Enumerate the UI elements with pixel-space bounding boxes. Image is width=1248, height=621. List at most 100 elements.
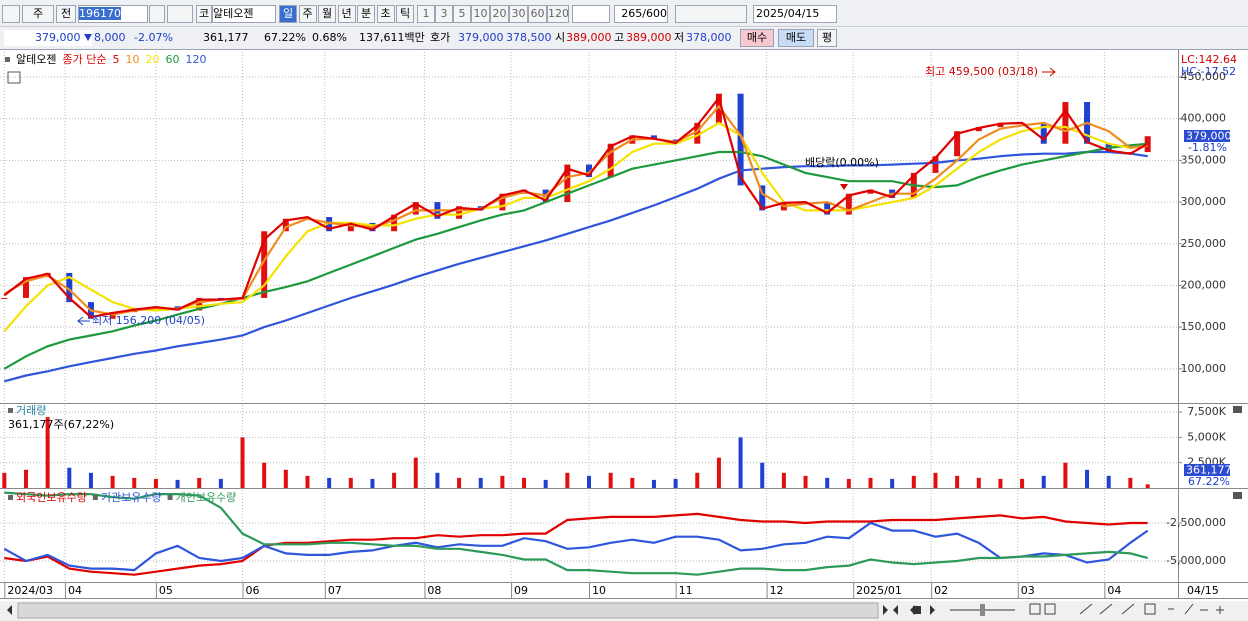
volume-bar <box>608 472 613 488</box>
volume-bar <box>197 477 202 488</box>
volume-bar <box>392 472 397 488</box>
change: 8,000 <box>94 31 126 44</box>
volume-bar <box>305 475 310 488</box>
volume-bar <box>88 472 93 488</box>
volume-bar <box>760 462 765 488</box>
min-arrow <box>77 316 90 326</box>
interval-button[interactable]: 3 <box>435 5 453 23</box>
interval-button[interactable]: 10 <box>471 5 490 23</box>
avg-button[interactable]: 평 <box>817 29 837 47</box>
candle <box>261 231 268 298</box>
candle <box>975 127 982 132</box>
interval-button[interactable]: 5 <box>453 5 471 23</box>
series-line <box>3 95 1149 319</box>
volume-bar <box>522 477 527 488</box>
price: 379,000 <box>35 31 81 44</box>
x-tick-label: 02 <box>934 584 948 597</box>
chart-title: 알테오젠 <box>16 52 56 66</box>
stop-button[interactable] <box>913 606 921 614</box>
open-label: 시 <box>555 31 566 44</box>
scroll-buttons[interactable] <box>883 605 935 615</box>
interval-button[interactable]: 20 <box>490 5 509 23</box>
x-end-label: 04/15 <box>1187 584 1219 597</box>
legend-entry: 20 <box>145 53 159 66</box>
max-annotation: 최고 459,500 (03/18) <box>925 65 1038 78</box>
y-tick-label: 400,000 <box>1181 112 1227 125</box>
count-box[interactable]: 265/600 <box>614 5 668 23</box>
volume-bar <box>1106 475 1111 488</box>
volume-rate: 67.22% <box>264 31 306 44</box>
candle <box>759 185 766 211</box>
y-tick-label: -2,500,000 <box>1166 516 1226 529</box>
tool-buttons[interactable] <box>675 5 747 23</box>
candle <box>824 202 831 215</box>
last-volume-box <box>1184 464 1230 476</box>
prev-button[interactable]: 전 <box>56 5 76 23</box>
quote-label: 호가 <box>430 31 451 44</box>
code-text: 196170 <box>79 7 121 20</box>
tool-icons[interactable] <box>1029 603 1224 615</box>
search-button[interactable] <box>149 5 165 23</box>
x-tick-label: 08 <box>427 584 441 597</box>
close-icon[interactable] <box>1233 406 1242 413</box>
market-select[interactable]: 주 <box>22 5 54 23</box>
interval-button[interactable]: 30 <box>509 5 528 23</box>
volume-bar <box>890 478 895 488</box>
period-button[interactable]: 월 <box>318 5 336 23</box>
candle <box>586 164 592 178</box>
volume-bar <box>1128 477 1133 488</box>
code-input[interactable]: 196170 <box>78 5 148 23</box>
volume-bar <box>651 479 656 488</box>
x-tick-label: 04 <box>1107 584 1121 597</box>
period-button[interactable]: 년 <box>337 5 356 23</box>
period-button[interactable]: 초 <box>376 5 395 23</box>
period-button[interactable]: 틱 <box>396 5 414 23</box>
stock-name[interactable]: 알테오젠 <box>212 5 276 23</box>
volume-bar <box>218 478 223 488</box>
series-line <box>4 491 1148 576</box>
volume-bar <box>175 479 180 488</box>
y-tick-label: -5,000,000 <box>1166 554 1226 567</box>
scroll-left[interactable] <box>7 605 12 615</box>
candle <box>66 272 73 303</box>
market-tag[interactable]: 코 <box>196 5 212 23</box>
low: 378,000 <box>686 31 732 44</box>
zoom-handle[interactable] <box>980 604 985 616</box>
candle <box>737 93 744 186</box>
volume-bar <box>1041 475 1046 488</box>
ask: 379,000 <box>458 31 504 44</box>
series-line <box>3 121 1148 333</box>
interval-button[interactable]: 60 <box>528 5 547 23</box>
bid: 378,500 <box>506 31 552 44</box>
candle <box>1062 102 1069 144</box>
candle <box>22 277 29 298</box>
interval-button[interactable]: 120 <box>547 5 569 23</box>
y-tick-label: 200,000 <box>1181 278 1227 291</box>
interval-button[interactable]: 1 <box>417 5 435 23</box>
scroll-thumb[interactable] <box>17 602 879 619</box>
period-button[interactable]: 주 <box>298 5 317 23</box>
sound-button[interactable] <box>167 5 193 23</box>
window-icon[interactable] <box>2 5 20 23</box>
legend-entry: 5 <box>112 53 119 66</box>
custom-interval[interactable] <box>572 5 610 23</box>
date-box[interactable]: 2025/04/15 <box>753 5 837 23</box>
count-max: /600 <box>642 7 667 20</box>
close-icon[interactable] <box>1233 492 1242 499</box>
volume-bar <box>348 477 353 488</box>
volume-bar <box>911 475 916 488</box>
last-price: 379,000 <box>1186 130 1232 143</box>
legend-marker <box>8 495 13 500</box>
buy-button[interactable]: 매수 <box>740 29 774 47</box>
volume-bar <box>45 417 50 488</box>
series-line <box>4 512 1148 576</box>
panel-icon[interactable] <box>7 71 21 84</box>
period-button[interactable]: 분 <box>357 5 375 23</box>
period-button[interactable]: 일 <box>279 5 297 23</box>
y-tick-label: 300,000 <box>1181 195 1227 208</box>
volume-bar <box>846 478 851 488</box>
sell-button[interactable]: 매도 <box>778 29 814 47</box>
volume-bar <box>1145 484 1150 488</box>
volume-bar <box>435 472 440 488</box>
